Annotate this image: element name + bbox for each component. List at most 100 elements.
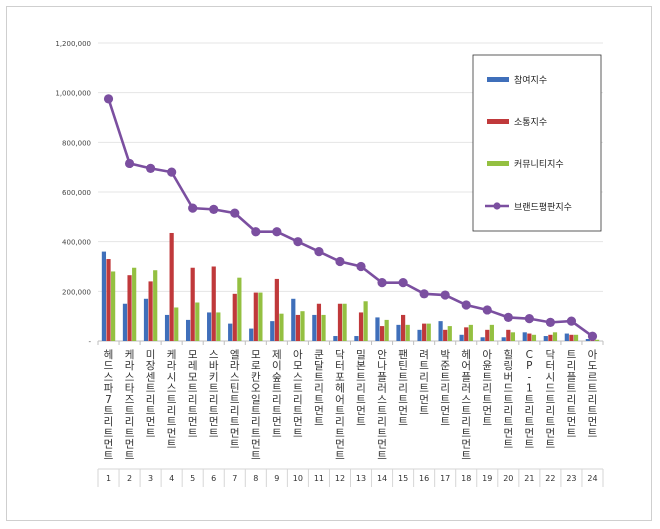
bar bbox=[258, 292, 263, 341]
bar bbox=[279, 313, 284, 341]
bar bbox=[153, 270, 158, 341]
bar bbox=[237, 277, 242, 341]
rank-label: 23 bbox=[566, 474, 576, 483]
bar bbox=[379, 326, 385, 341]
bar bbox=[489, 324, 494, 341]
bar bbox=[363, 301, 368, 341]
bar bbox=[401, 314, 406, 341]
line-point bbox=[103, 94, 114, 104]
bars bbox=[101, 232, 600, 341]
y-tick-label: 1,000,000 bbox=[55, 90, 91, 98]
bar bbox=[417, 329, 422, 341]
rank-label: 21 bbox=[524, 474, 534, 483]
bar bbox=[585, 339, 590, 341]
rank-label: 14 bbox=[377, 474, 387, 483]
bar bbox=[573, 334, 579, 341]
rank-label: 10 bbox=[293, 474, 303, 483]
rank-label: 1 bbox=[106, 474, 111, 483]
bar bbox=[375, 317, 380, 341]
bar bbox=[506, 329, 511, 341]
chart: - 200,000 400,000 600,000 800,000 1,000,000 1,… bbox=[55, 40, 604, 487]
legend-swatch bbox=[487, 77, 509, 82]
rank-label: 22 bbox=[545, 474, 555, 483]
line-point bbox=[272, 227, 282, 237]
legend-label: 참여지수 bbox=[514, 74, 547, 86]
line-point bbox=[440, 290, 450, 300]
bar bbox=[531, 334, 537, 341]
rank-label: 13 bbox=[356, 474, 366, 483]
rank-label: 20 bbox=[503, 474, 513, 483]
bar bbox=[253, 292, 258, 341]
bar bbox=[316, 303, 322, 341]
bar bbox=[438, 321, 443, 341]
bar bbox=[207, 312, 212, 341]
rank-label: 17 bbox=[440, 474, 450, 483]
legend-swatch bbox=[487, 161, 509, 166]
bar bbox=[510, 332, 516, 341]
line-point bbox=[293, 237, 303, 247]
bar bbox=[195, 302, 200, 341]
bar bbox=[396, 324, 401, 341]
y-axis: - 200,000 400,000 600,000 800,000 1,000,000 1,… bbox=[55, 40, 91, 346]
bar bbox=[312, 314, 317, 341]
bar bbox=[548, 334, 553, 341]
line-point bbox=[587, 331, 598, 341]
line-point bbox=[377, 278, 387, 288]
line-point bbox=[356, 261, 366, 272]
legend-label: 브랜드평판지수 bbox=[514, 202, 572, 213]
bar bbox=[480, 337, 485, 341]
legend-label: 소통지수 bbox=[514, 117, 547, 128]
rank-label: 9 bbox=[274, 474, 279, 483]
bar bbox=[468, 324, 473, 341]
bar bbox=[111, 271, 116, 341]
rank-label: 4 bbox=[169, 474, 174, 483]
line-point bbox=[398, 278, 408, 288]
legend-point-swatch bbox=[493, 202, 501, 210]
bar bbox=[143, 298, 149, 341]
bar bbox=[594, 339, 600, 341]
line-point bbox=[503, 312, 513, 323]
line-point bbox=[251, 227, 261, 237]
line-point bbox=[482, 305, 492, 315]
bar bbox=[501, 337, 506, 341]
line-point bbox=[461, 300, 471, 310]
y-tick-label: 800,000 bbox=[62, 139, 91, 147]
rank-label: 11 bbox=[314, 474, 324, 483]
bar bbox=[422, 323, 427, 341]
bar bbox=[527, 333, 532, 341]
bar bbox=[211, 266, 216, 341]
rank-label: 7 bbox=[232, 474, 237, 483]
rank-label: 24 bbox=[587, 474, 597, 483]
x-tick-label: C P -1 트 리 트 먼 트 bbox=[525, 349, 535, 451]
bar bbox=[543, 336, 548, 341]
y-tick-label: 400,000 bbox=[62, 239, 91, 247]
bar bbox=[190, 267, 195, 341]
line-point bbox=[230, 208, 240, 218]
legend-swatch bbox=[487, 119, 509, 124]
rank-label: 18 bbox=[461, 474, 471, 483]
line-point bbox=[335, 256, 345, 267]
bar bbox=[564, 333, 569, 341]
line-point bbox=[419, 289, 429, 299]
legend-label: 커뮤니티지수 bbox=[514, 159, 564, 170]
bar bbox=[169, 232, 174, 341]
bar bbox=[122, 303, 128, 341]
bar bbox=[106, 259, 111, 341]
bar bbox=[358, 312, 364, 341]
